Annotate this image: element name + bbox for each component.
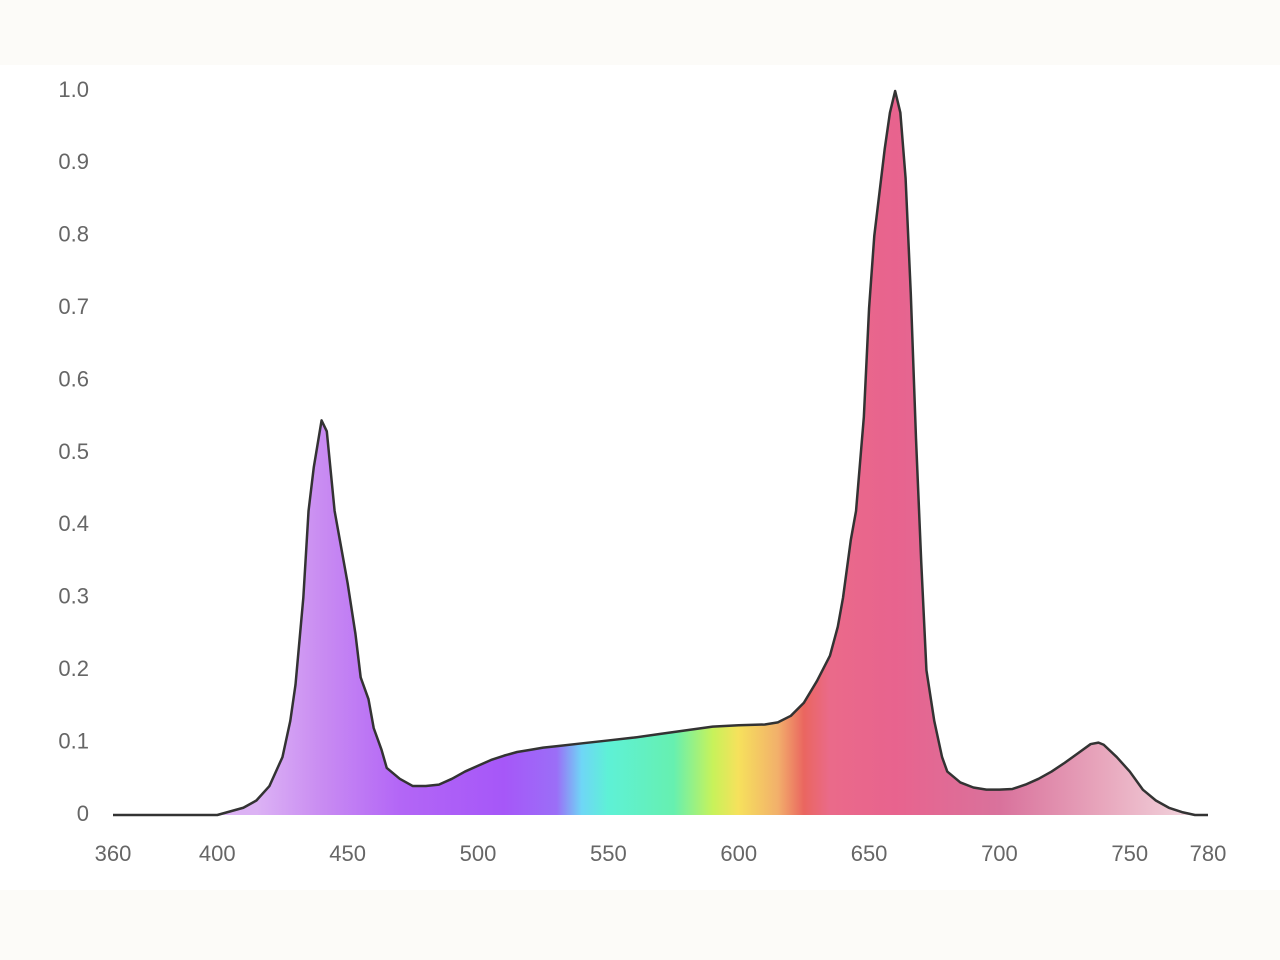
y-tick-label: 1.0 [58,77,89,102]
x-tick-label: 700 [981,841,1018,866]
y-tick-label: 0.1 [58,728,89,753]
x-tick-label: 750 [1111,841,1148,866]
y-tick-label: 0.4 [58,511,89,536]
x-tick-label: 600 [720,841,757,866]
y-tick-label: 0.3 [58,584,89,609]
y-tick-label: 0.7 [58,294,89,319]
x-tick-label: 550 [590,841,627,866]
x-tick-label: 500 [460,841,497,866]
x-tick-label: 450 [329,841,366,866]
x-tick-label: 360 [95,841,132,866]
y-tick-label: 0.9 [58,149,89,174]
y-tick-label: 0.6 [58,366,89,391]
spectrum-line [113,89,1208,817]
x-tick-label: 650 [851,841,888,866]
y-tick-label: 0.5 [58,439,89,464]
x-tick-label: 780 [1190,841,1227,866]
y-tick-label: 0.8 [58,222,89,247]
x-tick-label: 400 [199,841,236,866]
y-tick-label: 0.2 [58,656,89,681]
y-tick-label: 0 [77,801,89,826]
